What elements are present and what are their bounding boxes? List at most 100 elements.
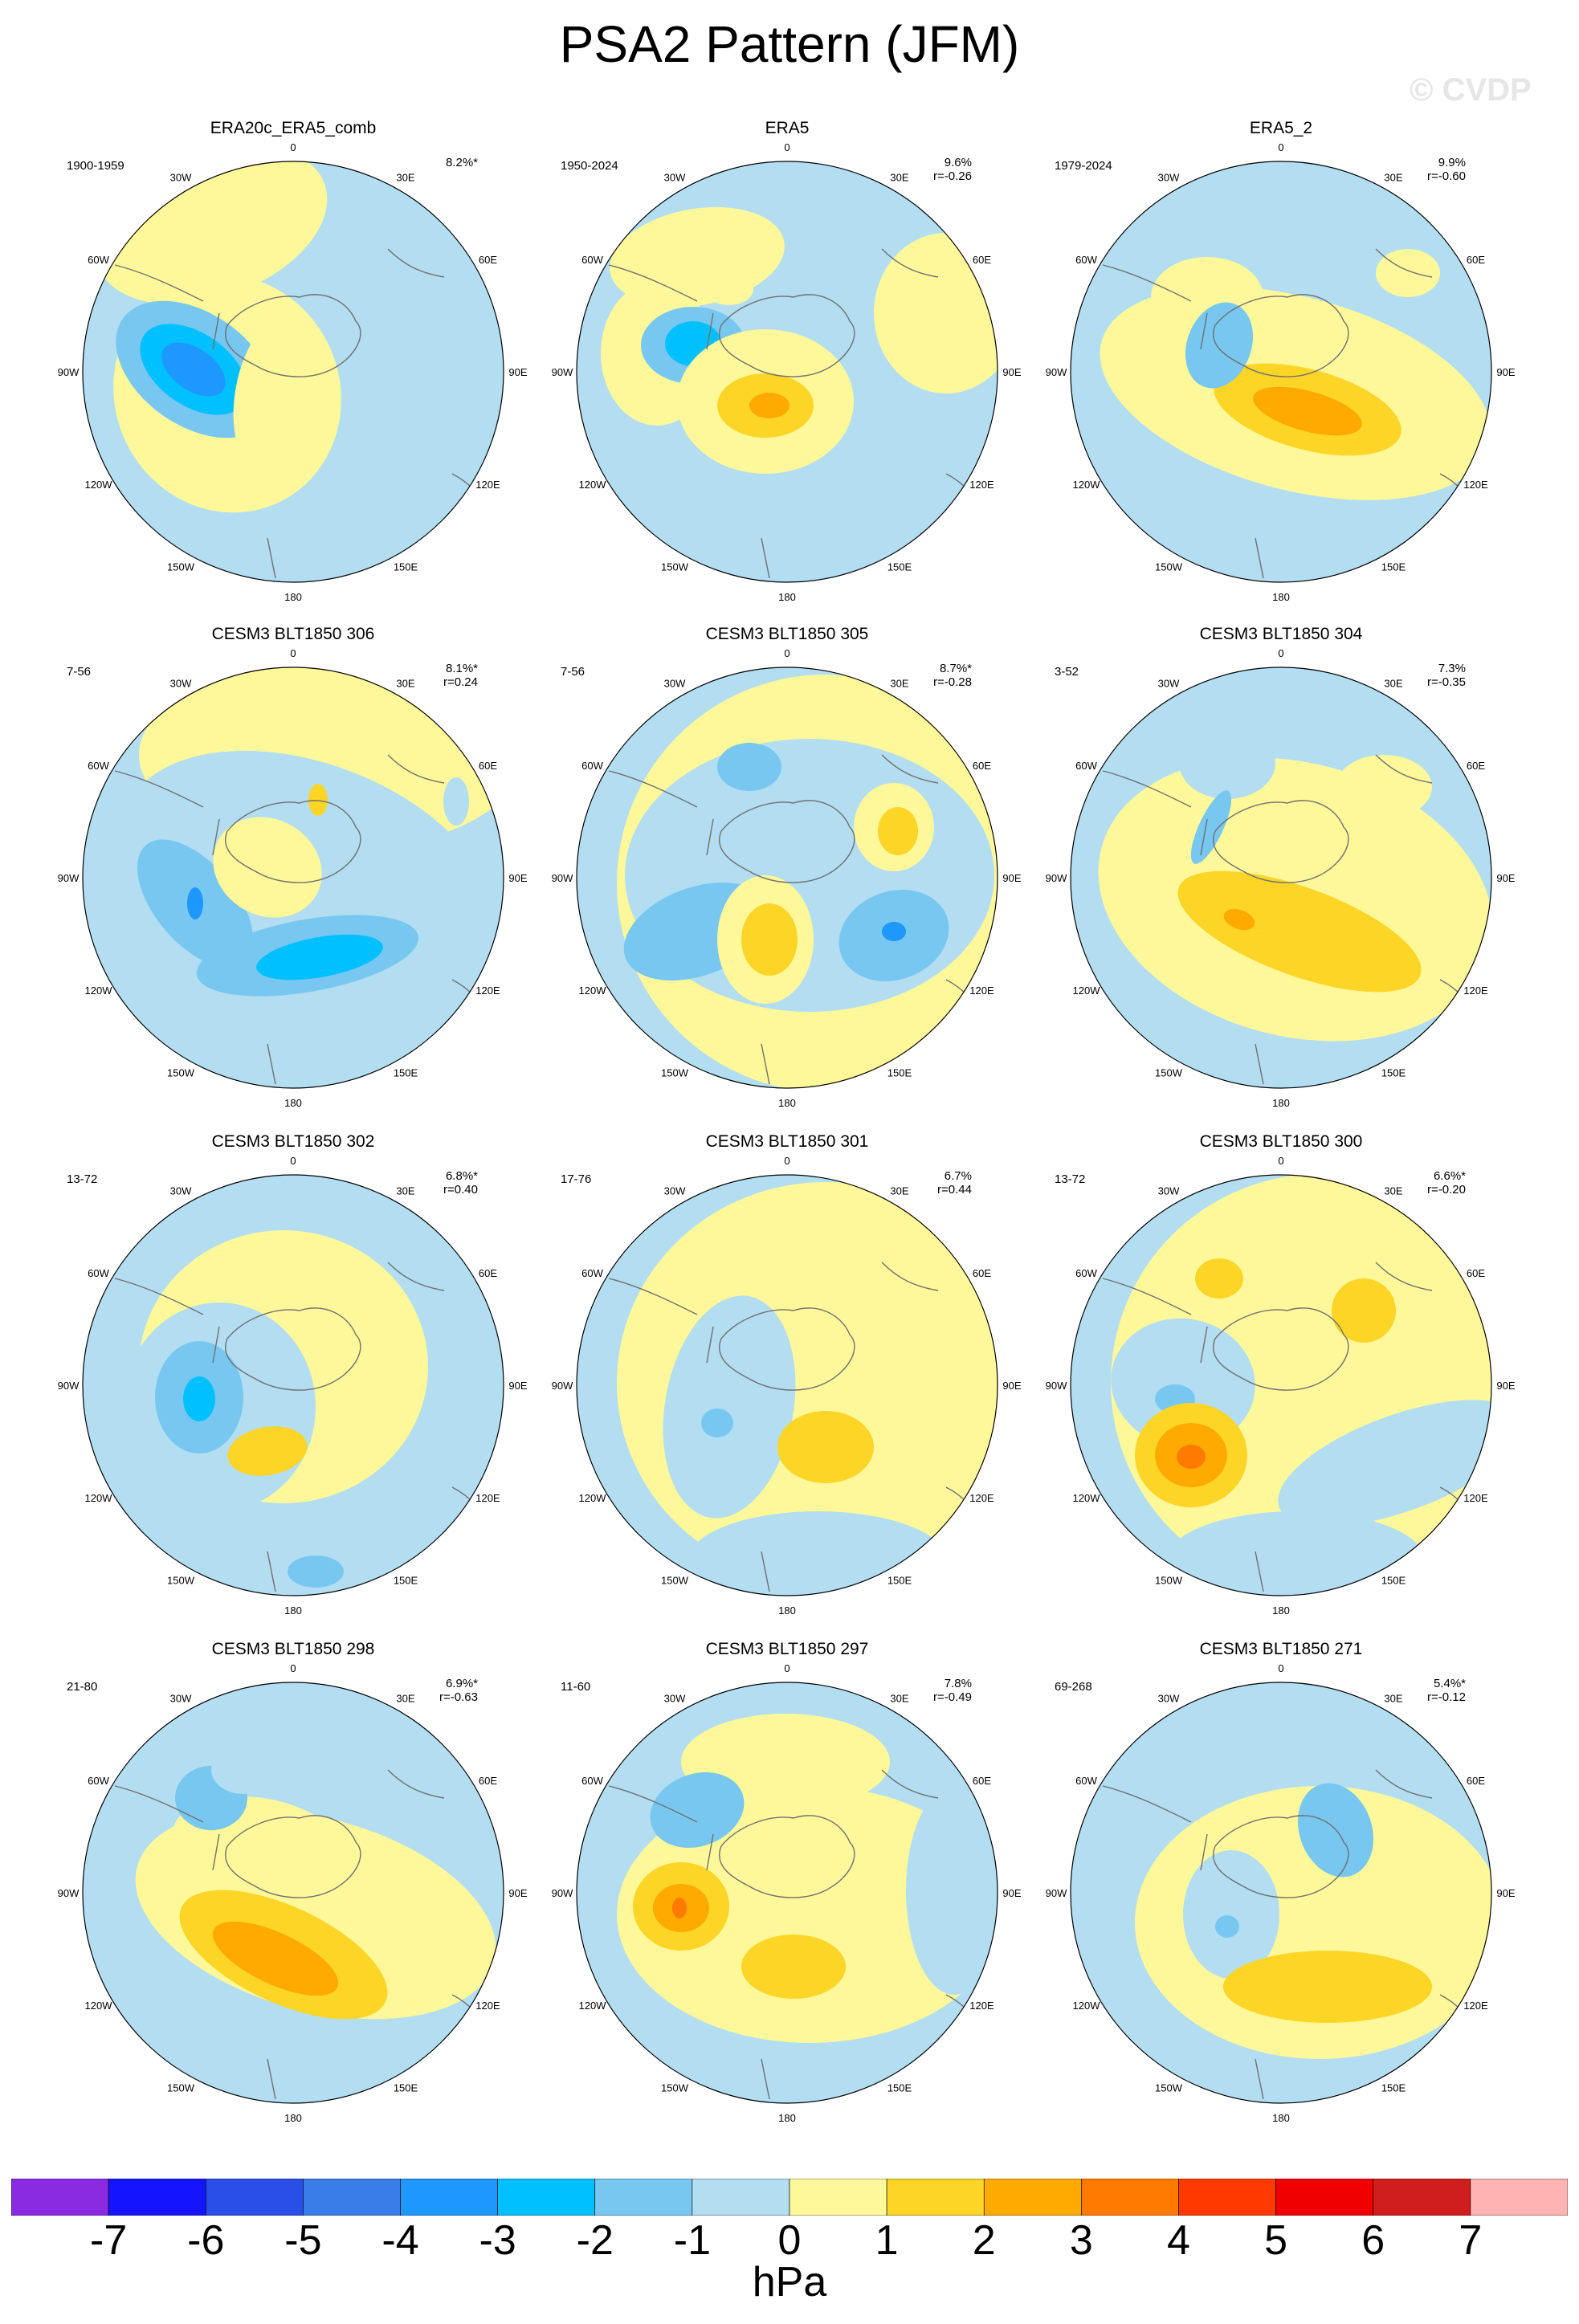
contour-region (663, 1295, 796, 1519)
coastline (225, 1307, 361, 1391)
coastline (387, 1262, 445, 1291)
longitude-label: 90E (1496, 366, 1515, 378)
longitude-label: 0 (290, 647, 296, 659)
longitude-label: 90W (552, 1380, 573, 1392)
longitude-label: 0 (1278, 141, 1283, 153)
contour-region (1190, 790, 1232, 864)
colorbar-swatch (11, 2179, 109, 2216)
map-boundary (576, 1174, 998, 1596)
contour-region (749, 393, 790, 418)
panel-percent-variance: 8.7%* (939, 662, 972, 675)
contour-region (1278, 1400, 1491, 1527)
longitude-label: 60E (1467, 1775, 1485, 1787)
contour-region (211, 1746, 275, 1794)
panel-period: 69-268 (1055, 1680, 1092, 1694)
polar-map: 0 30E 60E 90E 120E 150E 180 150W 120W 90W 60W 30W (58, 1155, 528, 1617)
longitude-label: 0 (290, 1155, 296, 1167)
contour-region (1177, 870, 1422, 993)
longitude-label: 30W (1158, 172, 1180, 184)
coastline (212, 1833, 220, 1871)
colorbar-units: hPa (752, 2259, 827, 2306)
colorbar-tick-labels: -7 -6 -5 -4 -3 -2 -1 0 1 2 3 4 5 6 7 (0, 2216, 1579, 2273)
longitude-label: 60E (1467, 1267, 1485, 1279)
coastline (608, 264, 698, 302)
longitude-label: 30E (1384, 1693, 1402, 1705)
longitude-label: 120E (1463, 479, 1488, 491)
longitude-label: 150W (661, 1066, 689, 1078)
panel-stats: 6.6%* r=-0.20 (1377, 1169, 1466, 1197)
polar-map: 0 30E 60E 90E 120E 150E 180 150W 120W 90W 60W 30W (552, 1155, 1022, 1617)
coastline (267, 537, 276, 579)
contour-region (183, 1376, 215, 1421)
longitude-label: 30E (1384, 1185, 1402, 1197)
longitude-label: 120W (85, 479, 113, 491)
colorbar-tick-label: 6 (1361, 2217, 1385, 2264)
longitude-label: 150W (661, 561, 689, 573)
longitude-label: 180 (1272, 1097, 1290, 1109)
longitude-label: 90E (508, 1380, 527, 1392)
longitude-label: 90E (1002, 1380, 1021, 1392)
longitude-label: 180 (1272, 2112, 1290, 2124)
longitude-label: 0 (784, 1155, 790, 1167)
coastline (706, 1833, 714, 1871)
panel-title: CESM3 BLT1850 305 (705, 625, 869, 643)
panel-percent-variance: 5.4%* (1433, 1677, 1466, 1690)
colorbar-tick-label: -6 (187, 2217, 225, 2264)
panel-stats: 6.8%* r=0.40 (390, 1169, 478, 1197)
longitude-label: 30W (170, 678, 192, 690)
longitude-label: 180 (778, 1097, 796, 1109)
longitude-label: 150E (887, 2081, 912, 2094)
panel-title: CESM3 BLT1850 300 (1199, 1132, 1363, 1151)
panel-percent-variance: 7.3% (1438, 662, 1466, 675)
map-boundary (1070, 161, 1492, 583)
map-panel: CESM3 BLT1850 301 17-76 6.7% r=0.44 0 30E 60E 9… (538, 1132, 1036, 1640)
panel-correlation: r=0.24 (443, 675, 478, 689)
coastline (1213, 294, 1349, 377)
coastline (267, 1551, 276, 1592)
panel-stats: 8.2%* (390, 156, 478, 169)
longitude-label: 90E (1496, 872, 1515, 884)
longitude-label: 60E (973, 1267, 991, 1279)
map-boundary (82, 161, 504, 583)
contour-region (212, 1921, 339, 1996)
longitude-label: 60W (581, 1267, 603, 1279)
panel-title: CESM3 BLT1850 297 (705, 1640, 869, 1658)
longitude-label: 90E (1002, 872, 1021, 884)
panel-correlation: r=-0.26 (933, 169, 972, 183)
longitude-label: 90W (552, 872, 573, 884)
colorbar-swatch (1081, 2179, 1179, 2216)
longitude-label: 60W (88, 760, 109, 772)
longitude-label: 90E (1002, 1887, 1021, 1899)
map-panel: ERA5_2 1979-2024 9.9% r=-0.60 0 30E 60E 90E 120E… (1032, 119, 1530, 626)
longitude-label: 90E (508, 872, 527, 884)
polar-map: 0 30E 60E 90E 120E 150E 180 150W 120W 90W 60W 30W (552, 1662, 1022, 2124)
longitude-label: 30W (664, 1693, 686, 1705)
panel-period: 1979-2024 (1055, 159, 1112, 173)
panel-period: 3-52 (1055, 665, 1079, 679)
panel-correlation: r=-0.49 (933, 1690, 972, 1704)
coastline (1375, 1769, 1433, 1799)
map-boundary (82, 1174, 504, 1596)
longitude-label: 90E (508, 366, 527, 378)
longitude-label: 60W (581, 254, 603, 266)
coastline (212, 1326, 220, 1364)
longitude-label: 0 (784, 1662, 790, 1674)
map-boundary (576, 1682, 998, 2104)
longitude-label: 120E (1463, 1492, 1488, 1504)
panel-percent-variance: 6.9%* (445, 1677, 478, 1690)
longitude-label: 60E (1467, 760, 1485, 772)
longitude-label: 90W (1046, 1887, 1067, 1899)
colorbar-swatch (692, 2179, 790, 2216)
contour-region (705, 273, 753, 305)
colorbar-tick-label: 3 (1069, 2217, 1093, 2264)
panel-correlation: r=0.44 (937, 1183, 972, 1197)
coastline (706, 312, 714, 350)
contour-region (256, 934, 383, 981)
polar-map: 0 30E 60E 90E 120E 150E 180 150W 120W 90W 60W 30W (552, 141, 1022, 603)
coastline (881, 1262, 939, 1291)
panel-percent-variance: 7.8% (944, 1677, 972, 1690)
longitude-label: 60W (88, 254, 109, 266)
coastline (1200, 312, 1208, 350)
longitude-label: 120E (1463, 2000, 1488, 2012)
colorbar-tick-label: 1 (875, 2217, 899, 2264)
